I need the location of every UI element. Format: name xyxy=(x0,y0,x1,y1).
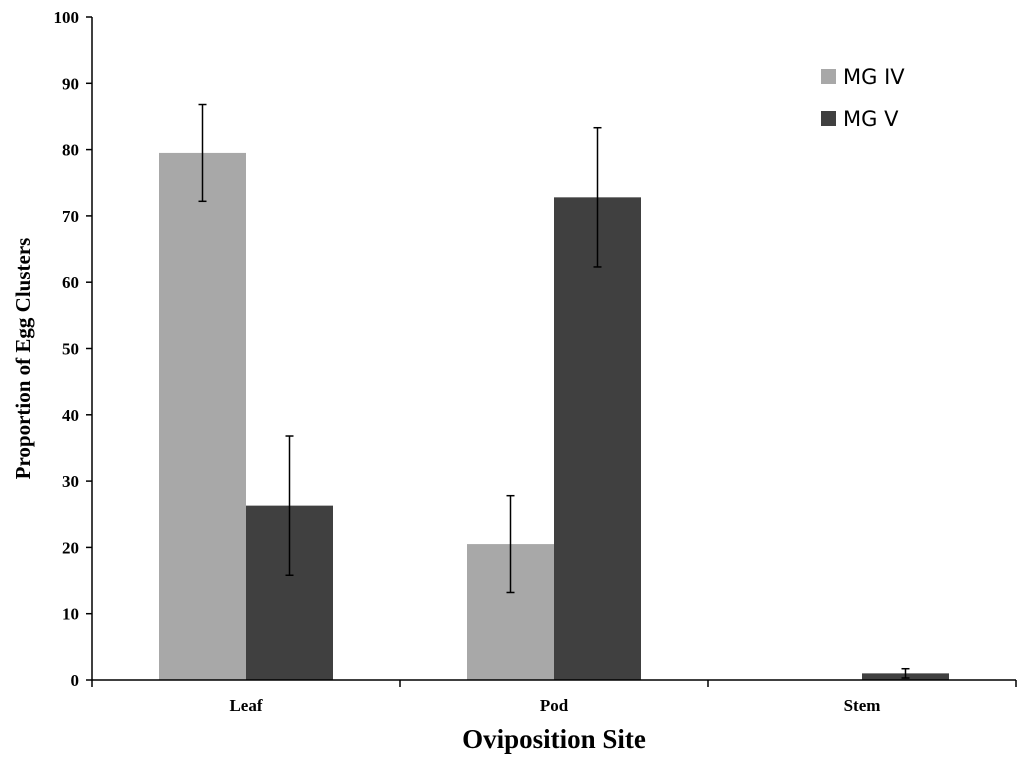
legend-label-mg-v: MG V xyxy=(843,107,899,131)
x-ticks: Leaf Pod Stem xyxy=(91,680,1017,715)
y-tick-label: 30 xyxy=(62,472,79,491)
y-tick-label: 60 xyxy=(62,273,79,292)
bar-mg-v-pod xyxy=(554,197,641,680)
legend-swatch-mg-iv xyxy=(821,69,836,84)
bar-mg-iv-leaf xyxy=(159,152,246,681)
y-ticks: 0 10 20 30 40 50 60 70 80 90 100 xyxy=(54,8,92,690)
y-tick-label: 50 xyxy=(62,340,79,359)
x-axis-title: Oviposition Site xyxy=(462,724,646,754)
error-bar-mg-iv-pod xyxy=(506,494,515,594)
y-tick-label: 10 xyxy=(62,605,79,624)
y-tick-label: 20 xyxy=(62,538,79,557)
y-tick-label: 0 xyxy=(71,671,80,690)
x-tick-label-leaf: Leaf xyxy=(229,696,262,715)
legend-label-mg-iv: MG IV xyxy=(843,65,905,89)
y-tick-label: 100 xyxy=(54,8,80,27)
y-tick-label: 80 xyxy=(62,141,79,160)
error-bar-mg-v-pod xyxy=(593,126,602,268)
error-bar-mg-iv-leaf xyxy=(198,103,207,203)
legend: MG IV MG V xyxy=(821,65,905,131)
error-bar-mg-v-leaf xyxy=(285,435,294,576)
bars-layer xyxy=(159,152,949,681)
error-bar-mg-v-stem xyxy=(901,667,910,679)
y-tick-label: 90 xyxy=(62,74,79,93)
y-tick-label: 70 xyxy=(62,207,79,226)
y-tick-label: 40 xyxy=(62,406,79,425)
error-bars-layer xyxy=(198,103,910,679)
y-axis-title: Proportion of Egg Clusters xyxy=(11,238,35,480)
legend-swatch-mg-v xyxy=(821,111,836,126)
x-tick-label-stem: Stem xyxy=(844,696,881,715)
x-tick-label-pod: Pod xyxy=(540,696,569,715)
